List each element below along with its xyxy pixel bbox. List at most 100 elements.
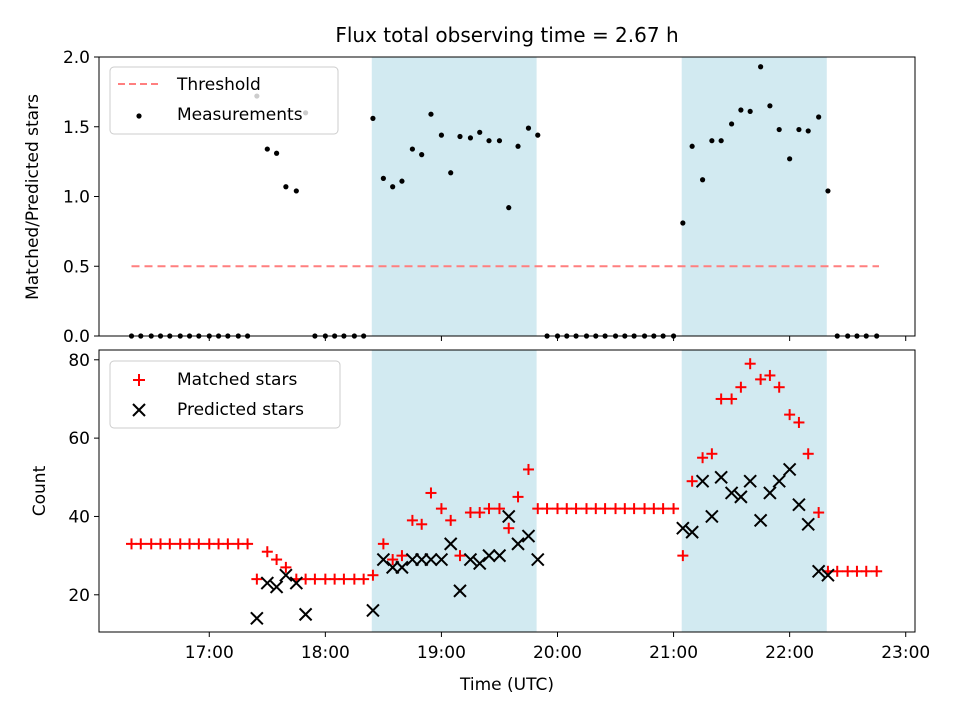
top-shaded-spans <box>371 57 827 336</box>
measurement-point <box>264 146 270 152</box>
bottom-x-tick-label: 23:00 <box>881 643 930 663</box>
matched-star-point <box>619 503 631 515</box>
predicted-star-point <box>473 556 487 571</box>
matched-star-point <box>639 503 651 515</box>
measurement-point <box>699 177 706 183</box>
predicted-legend-label: Predicted stars <box>177 400 304 420</box>
matched-star-point <box>474 507 486 519</box>
measurement-point <box>787 156 793 162</box>
matched-star-point <box>842 565 854 577</box>
predicted-star-point <box>453 584 467 598</box>
matched-star-point <box>715 393 727 405</box>
matched-star-point <box>744 358 756 370</box>
threshold-legend-label: Threshold <box>176 75 261 95</box>
matched-star-point <box>541 503 553 515</box>
bottom-y-tick-label: 80 <box>68 351 90 371</box>
matched-star-point <box>503 522 515 534</box>
predicted-star-point <box>811 564 826 578</box>
measurement-point <box>496 138 503 144</box>
bottom-shaded-span <box>681 350 827 632</box>
bottom-x-tick-label: 22:00 <box>765 643 814 663</box>
bottom-legend-box <box>109 360 341 429</box>
matched-star-point <box>396 550 408 562</box>
measurement-point <box>535 132 541 138</box>
top-y-tick-label: 1.5 <box>63 118 90 138</box>
matched-star-point <box>831 565 843 577</box>
matched-star-point <box>406 514 418 526</box>
bottom-shaded-spans <box>371 350 827 632</box>
measurement-point <box>689 143 695 149</box>
matched-star-point <box>232 538 244 550</box>
top-shaded-span <box>681 57 827 336</box>
predicted-star-point <box>521 529 536 543</box>
matched-star-point <box>657 503 669 515</box>
bottom-shaded-span <box>371 350 537 632</box>
predicted-star-point <box>395 560 409 575</box>
matched-star-point <box>726 393 738 405</box>
measurement-point <box>515 143 521 149</box>
predicted-star-point <box>269 580 284 594</box>
predicted-star-point <box>289 576 304 590</box>
figure-title: Flux total observing time = 2.67 h <box>335 23 678 47</box>
predicted-star-point <box>772 474 786 488</box>
bottom-x-tick-label: 19:00 <box>417 643 466 663</box>
matched-star-point <box>338 573 350 585</box>
matched-star-point <box>668 503 680 515</box>
top-legend-box <box>109 66 339 135</box>
matched-star-point <box>135 538 147 550</box>
measurement-point <box>399 178 405 184</box>
matched-star-point <box>164 538 176 550</box>
predicted-star-point <box>714 470 728 484</box>
predicted-star-point <box>676 521 690 535</box>
predicted-star-point <box>298 607 313 622</box>
bottom-x-ticks: 17:00 18:00 19:00 20:00 21:00 22:00 23:00 <box>185 632 930 663</box>
matched-star-point <box>483 503 495 515</box>
measurement-point <box>680 220 686 226</box>
matched-star-point <box>793 416 805 428</box>
predicted-star-point <box>424 552 438 567</box>
matched-star-point <box>193 538 205 550</box>
predicted-star-point <box>821 568 835 582</box>
matched-star-point <box>184 538 196 550</box>
top-axes: 0.00.51.01.52.0 Matched/Predicted stars … <box>23 48 916 347</box>
measurement-point <box>390 184 396 190</box>
predicted-star-point <box>724 486 739 500</box>
bottom-x-tick-label: 17:00 <box>185 643 234 663</box>
predicted-star-point <box>434 552 449 567</box>
measurement-point <box>825 188 831 194</box>
matched-star-point <box>686 475 698 487</box>
matched-star-point <box>735 381 747 393</box>
measurement-point <box>506 205 512 211</box>
predicted-star-point <box>279 568 293 582</box>
measurement-point <box>729 121 735 127</box>
matched-star-point <box>813 507 825 519</box>
predicted-star-point <box>463 552 478 567</box>
matched-star-point <box>242 538 254 550</box>
predicted-star-point <box>482 548 496 563</box>
predicted-star-point <box>376 552 391 567</box>
predicted-legend-marker <box>132 403 146 417</box>
top-y-tick-label: 0.5 <box>63 257 90 277</box>
measurement-point <box>816 114 822 120</box>
measurement-point <box>380 175 386 181</box>
matched-star-point <box>610 503 622 515</box>
measurement-point <box>758 64 764 70</box>
measurements-legend-marker <box>136 113 142 119</box>
measurement-point <box>486 138 492 144</box>
measurement-point <box>448 170 454 176</box>
measurement-point <box>805 128 811 134</box>
matched-star-point <box>764 369 776 381</box>
matched-star-point <box>261 546 273 558</box>
matched-star-point <box>851 565 863 577</box>
matched-star-point <box>329 573 341 585</box>
matched-star-point <box>561 503 573 515</box>
matched-star-point <box>493 503 505 515</box>
bottom-axes: 17:00 18:00 19:00 20:00 21:00 22:00 23:00 20 40… <box>30 349 930 695</box>
matched-star-point <box>581 503 593 515</box>
top-y-tick-label: 1.0 <box>63 188 90 208</box>
matched-star-point <box>174 538 186 550</box>
matched-star-point <box>802 448 814 460</box>
measurement-point <box>467 135 474 141</box>
measurements-legend-label: Measurements <box>177 105 303 125</box>
matched-star-point <box>319 573 331 585</box>
